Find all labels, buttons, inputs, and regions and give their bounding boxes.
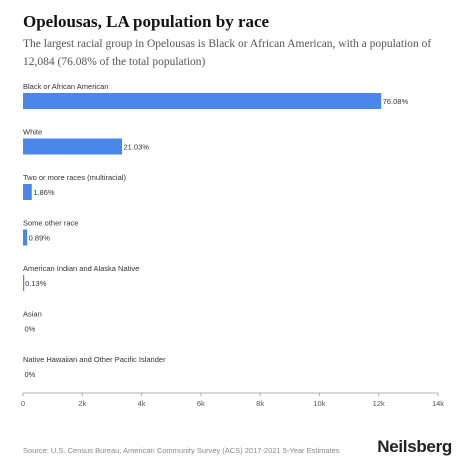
category-label: Two or more races (multiracial) [23, 173, 126, 182]
data-label: 1.86% [33, 188, 55, 197]
x-tick-label: 0 [21, 399, 25, 408]
data-label: 21.03% [124, 143, 150, 152]
bar [23, 138, 123, 155]
bar [23, 275, 25, 291]
data-label: 0% [25, 370, 36, 379]
chart-title: Opelousas, LA population by race [23, 12, 270, 31]
category-label: Some other race [23, 219, 78, 228]
x-tick-label: 10k [313, 399, 325, 408]
x-tick-label: 12k [373, 399, 385, 408]
x-tick-label: 14k [432, 399, 444, 408]
category-label: White [23, 128, 42, 137]
bar [23, 229, 28, 246]
category-label: Native Hawaiian and Other Pacific Island… [23, 355, 166, 364]
chart-subtitle: The largest racial group in Opelousas is… [23, 38, 432, 68]
data-label: 0.13% [25, 279, 47, 288]
brand-logo: Neilsberg [377, 437, 452, 456]
x-tick-label: 2k [78, 399, 86, 408]
category-label: American Indian and Alaska Native [23, 264, 139, 273]
data-label: 76.08% [383, 97, 409, 106]
data-label: 0% [25, 325, 36, 334]
source-note: Source: U.S. Census Bureau, American Com… [23, 446, 340, 455]
x-tick-label: 8k [256, 399, 264, 408]
x-tick-label: 6k [197, 399, 205, 408]
category-label: Black or African American [23, 82, 108, 91]
x-tick-label: 4k [138, 399, 146, 408]
data-label: 0.89% [29, 234, 51, 243]
category-label: Asian [23, 310, 42, 319]
bar [23, 184, 32, 200]
bar [23, 93, 382, 109]
